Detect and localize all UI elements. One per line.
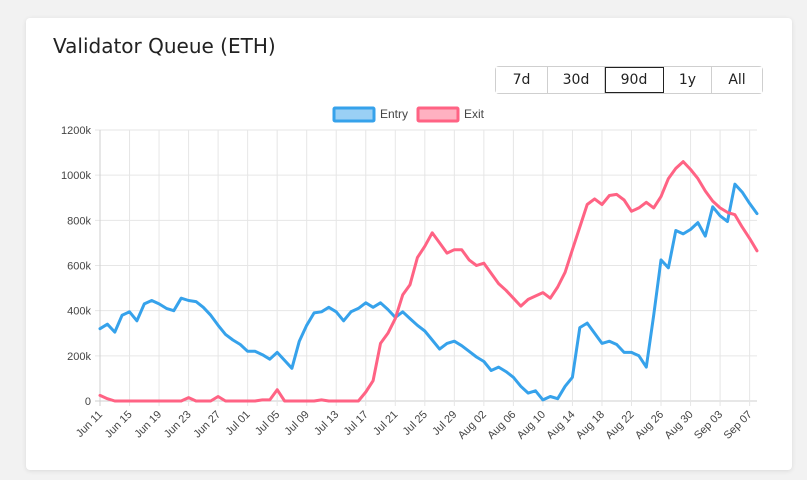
time-range-selector: 7d 30d 90d 1y All [495,66,763,94]
x-tick-label: Aug 14 [544,409,577,442]
legend-swatch-exit[interactable] [416,106,460,123]
y-axis: 0 200k 400k 600k 800k 1000k 1200k [61,125,91,408]
x-tick-label: Aug 02 [456,409,489,442]
legend-label-entry[interactable]: Entry [380,107,408,121]
series-line-entry[interactable] [98,182,759,402]
x-tick-label: Aug 22 [603,409,636,442]
y-tick-label: 400k [67,306,91,318]
x-tick-label: Jun 11 [74,409,105,440]
series-line-exit[interactable] [98,160,759,403]
x-tick-label: Jun 27 [191,409,223,441]
x-tick-label: Jun 15 [103,409,135,441]
x-tick-label: Jun 23 [162,409,194,441]
y-tick-label: 1200k [61,125,91,137]
x-tick-label: Sep 03 [692,409,725,442]
grid-lines [95,129,757,406]
x-tick-label: Jul 05 [253,409,282,438]
y-tick-label: 800k [67,215,91,227]
range-all-button[interactable]: All [712,67,762,93]
x-tick-label: Aug 18 [574,409,607,442]
legend-swatch-entry[interactable] [332,106,376,123]
x-tick-label: Aug 30 [663,409,696,442]
x-tick-label: Aug 26 [633,409,666,442]
y-tick-label: 0 [85,396,91,408]
y-tick-label: 1000k [61,170,91,182]
x-tick-label: Jul 25 [401,409,430,438]
series-lines [98,160,759,403]
x-tick-label: Jul 13 [312,409,341,438]
chart-card: Validator Queue (ETH) 7d 30d 90d 1y All [26,18,792,470]
x-tick-label: Jun 19 [132,409,164,441]
range-7d-button[interactable]: 7d [496,67,548,93]
x-tick-label: Aug 10 [515,409,548,442]
x-tick-label: Jul 21 [371,409,400,438]
legend-label-exit[interactable]: Exit [464,107,485,121]
x-tick-label: Sep 07 [722,409,755,442]
y-tick-label: 200k [67,351,91,363]
x-tick-label: Jul 09 [283,409,312,438]
x-tick-label: Jul 17 [342,409,371,438]
x-tick-label: Jul 01 [224,409,253,438]
range-30d-button[interactable]: 30d [548,67,605,93]
chart-title: Validator Queue (ETH) [53,34,276,58]
range-1y-button[interactable]: 1y [664,67,712,93]
y-tick-label: 600k [67,261,91,273]
legend: Entry Exit [332,106,485,123]
x-tick-label: Aug 06 [485,409,518,442]
range-90d-button[interactable]: 90d [605,67,664,93]
